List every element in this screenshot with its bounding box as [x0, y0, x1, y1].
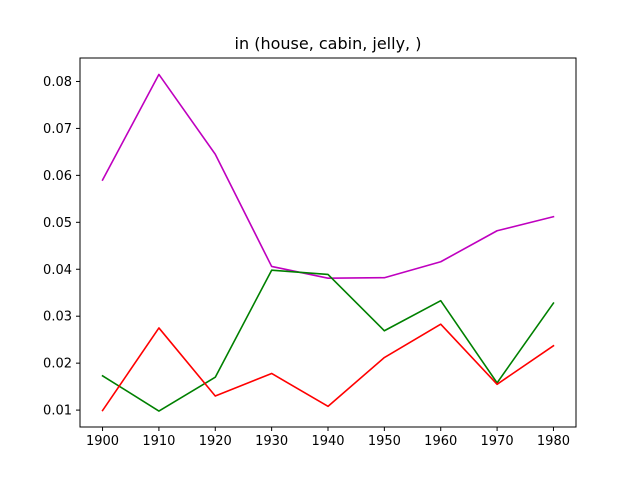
- chart-title: in (house, cabin, jelly, ): [235, 34, 422, 53]
- y-tick-label: 0.03: [43, 310, 72, 325]
- x-tick-label: 1920: [199, 434, 232, 449]
- y-tick-label: 0.07: [43, 122, 72, 137]
- series-line-1: [101, 73, 555, 279]
- y-tick-label: 0.04: [43, 263, 72, 278]
- y-tick-label: 0.06: [43, 169, 72, 184]
- series-line-3: [101, 323, 555, 412]
- x-tick-label: 1960: [424, 434, 457, 449]
- y-tick-label: 0.08: [43, 75, 72, 90]
- x-tick-label: 1950: [368, 434, 401, 449]
- y-tick-label: 0.02: [43, 357, 72, 372]
- x-tick-label: 1940: [311, 434, 344, 449]
- y-tick-label: 0.01: [43, 404, 72, 419]
- x-tick-label: 1930: [255, 434, 288, 449]
- x-tick-label: 1910: [142, 434, 175, 449]
- y-tick-label: 0.05: [43, 216, 72, 231]
- x-tick-label: 1970: [481, 434, 514, 449]
- x-tick-label: 1980: [537, 434, 570, 449]
- series-layer: [101, 73, 555, 412]
- axes-layer: 1900 1910 1920 1930 1940 1950 1960 1970 1980 0.01…: [43, 57, 577, 449]
- x-tick-label: 1900: [86, 434, 119, 449]
- series-line-2: [101, 269, 555, 412]
